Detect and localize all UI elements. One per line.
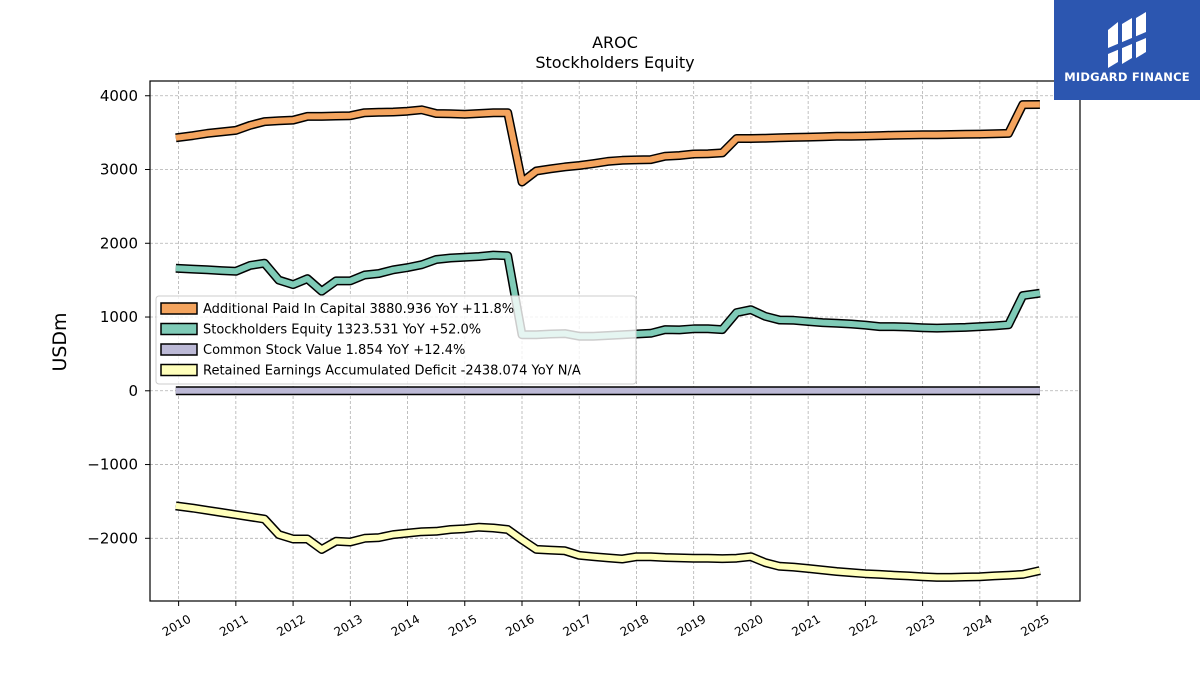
chart-title: AROC bbox=[592, 33, 638, 52]
series-line-retained-earnings-accumulated-deficit bbox=[175, 502, 1041, 581]
y-tick-label: 4000 bbox=[100, 87, 138, 105]
x-tick-label: 2025 bbox=[1018, 612, 1051, 639]
y-tick-label: −2000 bbox=[87, 529, 138, 547]
chart-subtitle: Stockholders Equity bbox=[535, 53, 694, 72]
logo-mark-icon bbox=[1108, 12, 1146, 68]
legend-swatch bbox=[160, 322, 198, 336]
x-tick-label: 2019 bbox=[675, 612, 708, 639]
legend-swatch bbox=[160, 302, 198, 315]
x-tick-label: 2018 bbox=[618, 612, 651, 639]
x-tick-label: 2013 bbox=[332, 612, 365, 639]
logo-text: MIDGARD FINANCE bbox=[1064, 70, 1190, 84]
x-tick-label: 2012 bbox=[274, 612, 307, 639]
legend-box bbox=[155, 295, 637, 385]
x-tick-label: 2014 bbox=[389, 612, 422, 639]
x-tick-label: 2021 bbox=[789, 612, 822, 639]
legend-entry-label: Stockholders Equity 1323.531 YoY +52.0% bbox=[203, 323, 481, 338]
legend-entry-label: Common Stock Value 1.854 YoY +12.4% bbox=[203, 343, 465, 358]
y-axis-label: USDm bbox=[49, 312, 71, 371]
x-tick-label: 2020 bbox=[732, 612, 765, 639]
y-tick-label: −1000 bbox=[87, 456, 138, 474]
y-tick-label: 1000 bbox=[100, 308, 138, 326]
y-tick-label: 3000 bbox=[100, 161, 138, 179]
x-tick-label: 2024 bbox=[961, 612, 994, 639]
x-tick-label: 2017 bbox=[561, 612, 594, 639]
y-axis-ticks: 4000 3000 2000 1000 0 −1000 −2000 bbox=[87, 87, 150, 547]
brand-logo: MIDGARD FINANCE bbox=[1054, 0, 1200, 100]
x-tick-label: 2010 bbox=[160, 612, 193, 639]
y-tick-label: 2000 bbox=[100, 234, 138, 252]
x-tick-label: 2011 bbox=[217, 612, 250, 639]
legend-swatch bbox=[160, 363, 198, 377]
legend-entry-label: Additional Paid In Capital 3880.936 YoY … bbox=[203, 302, 514, 317]
x-axis-ticks: 2010 2011 2012 2013 2014 2015 2016 2017 2018 2019… bbox=[160, 601, 1052, 639]
y-tick-label: 0 bbox=[128, 382, 138, 400]
legend-swatch bbox=[160, 343, 198, 356]
series-line-additional-paid-in-capital bbox=[175, 101, 1040, 185]
plot-frame bbox=[149, 80, 1081, 602]
legend: Additional Paid In Capital 3880.936 YoY … bbox=[155, 295, 637, 385]
x-tick-label: 2016 bbox=[503, 612, 536, 639]
x-tick-label: 2023 bbox=[904, 612, 937, 639]
x-tick-label: 2015 bbox=[446, 612, 479, 639]
x-tick-label: 2022 bbox=[847, 612, 880, 639]
legend-entry-label: Retained Earnings Accumulated Deficit -2… bbox=[203, 364, 581, 379]
